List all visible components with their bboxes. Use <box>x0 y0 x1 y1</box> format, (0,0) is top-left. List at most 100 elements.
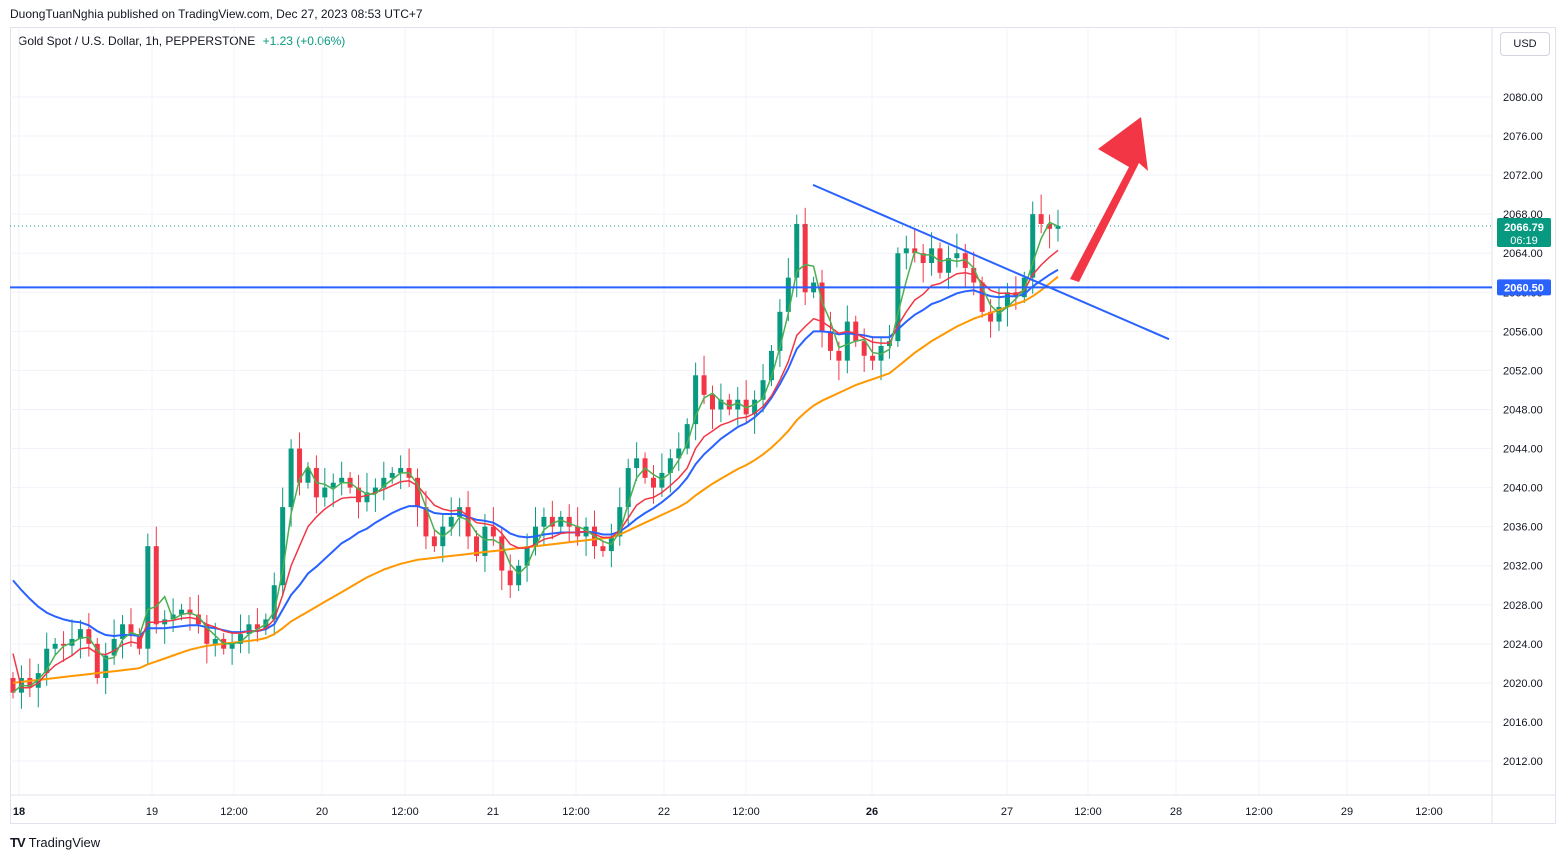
candle-body <box>650 477 656 488</box>
candle-body <box>339 477 345 483</box>
x-tick-label: 20 <box>316 806 328 818</box>
y-tick-label: 2024.00 <box>1503 639 1543 651</box>
candle-body <box>305 468 311 483</box>
y-tick-label: 2020.00 <box>1503 678 1543 690</box>
candle-body <box>853 321 859 342</box>
candle-body <box>77 629 83 639</box>
candle-body <box>558 516 564 527</box>
tradingview-brand[interactable]: TV TradingView <box>10 835 100 850</box>
candle-body <box>86 629 92 644</box>
candle-body <box>288 448 294 508</box>
candle-body <box>356 487 362 503</box>
candle-body <box>1004 292 1010 307</box>
x-tick-label: 19 <box>146 806 158 818</box>
level-price-tag <box>1497 279 1551 296</box>
y-tick-label: 2072.00 <box>1503 170 1543 182</box>
y-tick-label: 2040.00 <box>1503 483 1543 495</box>
candle-body <box>238 634 244 644</box>
candle-body <box>111 638 117 656</box>
candle-body <box>566 516 572 527</box>
y-tick-label: 2052.00 <box>1503 365 1543 377</box>
candle-body <box>709 394 715 410</box>
last-price-tag <box>1497 217 1551 247</box>
candle-body <box>474 536 480 556</box>
countdown-text: 06:19 <box>1510 235 1538 247</box>
ema-blue-line <box>12 268 1059 638</box>
y-tick-label: 2012.00 <box>1503 756 1543 768</box>
brand-label: TradingView <box>28 835 101 850</box>
y-tick-label: 2048.00 <box>1503 404 1543 416</box>
candle-body <box>701 375 707 395</box>
descending-trendline <box>812 183 1170 341</box>
candle-body <box>693 375 699 425</box>
x-tick-label: 12:00 <box>1245 806 1273 818</box>
candle-body <box>549 516 555 527</box>
candle-body <box>280 507 286 586</box>
y-tick-label: 2064.00 <box>1503 248 1543 260</box>
x-tick-label: 12:00 <box>391 806 419 818</box>
candle-body <box>760 380 766 400</box>
candle-body <box>954 253 960 259</box>
x-tick-label: 26 <box>866 806 878 818</box>
publisher-line: DuongTuanNghia published on TradingView.… <box>10 7 423 21</box>
tradingview-logo-icon: TV <box>10 835 26 850</box>
candle-body <box>516 565 522 586</box>
x-tick-label: 22 <box>658 806 670 818</box>
candle-body <box>541 516 547 527</box>
candle-body <box>768 350 774 381</box>
candle-body <box>187 609 193 615</box>
candle-body <box>735 399 741 410</box>
ema-red-line <box>12 249 1059 689</box>
candle-body <box>794 223 800 278</box>
candle-body <box>254 624 260 630</box>
candle-body <box>524 546 530 566</box>
candle-body <box>895 253 901 342</box>
candle-body <box>684 424 690 449</box>
candle-body <box>204 624 210 644</box>
x-tick-label: 12:00 <box>220 806 248 818</box>
candle-body <box>94 643 100 678</box>
candle-body <box>777 311 783 351</box>
candle-body <box>482 526 488 556</box>
candle-body <box>120 624 126 639</box>
candle-body <box>457 507 463 517</box>
candle-body <box>920 253 926 263</box>
y-tick-label: 2044.00 <box>1503 444 1543 456</box>
x-tick-label: 21 <box>487 806 499 818</box>
x-tick-label: 12:00 <box>562 806 590 818</box>
candle-body <box>507 570 513 586</box>
candle-body <box>617 507 623 537</box>
x-tick-label: 28 <box>1170 806 1182 818</box>
candle-body <box>718 399 724 410</box>
y-tick-label: 2056.00 <box>1503 326 1543 338</box>
symbol-title: Gold Spot / U.S. Dollar, 1h, PEPPERSTONE <box>18 34 256 48</box>
candle-body <box>1038 214 1044 224</box>
candle-body <box>785 277 791 312</box>
candle-body <box>667 458 673 473</box>
candle-body <box>945 258 951 273</box>
candle-body <box>170 614 176 620</box>
candle-body <box>431 536 437 547</box>
candle-body <box>271 585 277 620</box>
price-change: +1.23 (+0.06%) <box>262 34 346 48</box>
candle-body <box>499 536 505 571</box>
candle-body <box>676 448 682 459</box>
candle-body <box>1047 223 1053 229</box>
candle-body <box>389 472 395 478</box>
candle-body <box>988 311 994 322</box>
y-tick-label: 2080.00 <box>1503 92 1543 104</box>
y-tick-label: 2016.00 <box>1503 717 1543 729</box>
ema-green-line <box>12 221 1059 694</box>
candle-body <box>246 624 252 635</box>
candle-body <box>1030 214 1036 278</box>
y-tick-label: 2036.00 <box>1503 522 1543 534</box>
candle-body <box>61 643 67 646</box>
candle-body <box>297 448 303 483</box>
x-tick-label: 29 <box>1341 806 1353 818</box>
candle-body <box>861 341 867 356</box>
candle-body <box>903 248 909 254</box>
candle-body <box>128 624 134 635</box>
symbol-legend: Gold Spot / U.S. Dollar, 1h, PEPPERSTONE… <box>18 34 345 48</box>
currency-button[interactable]: USD <box>1500 32 1550 56</box>
